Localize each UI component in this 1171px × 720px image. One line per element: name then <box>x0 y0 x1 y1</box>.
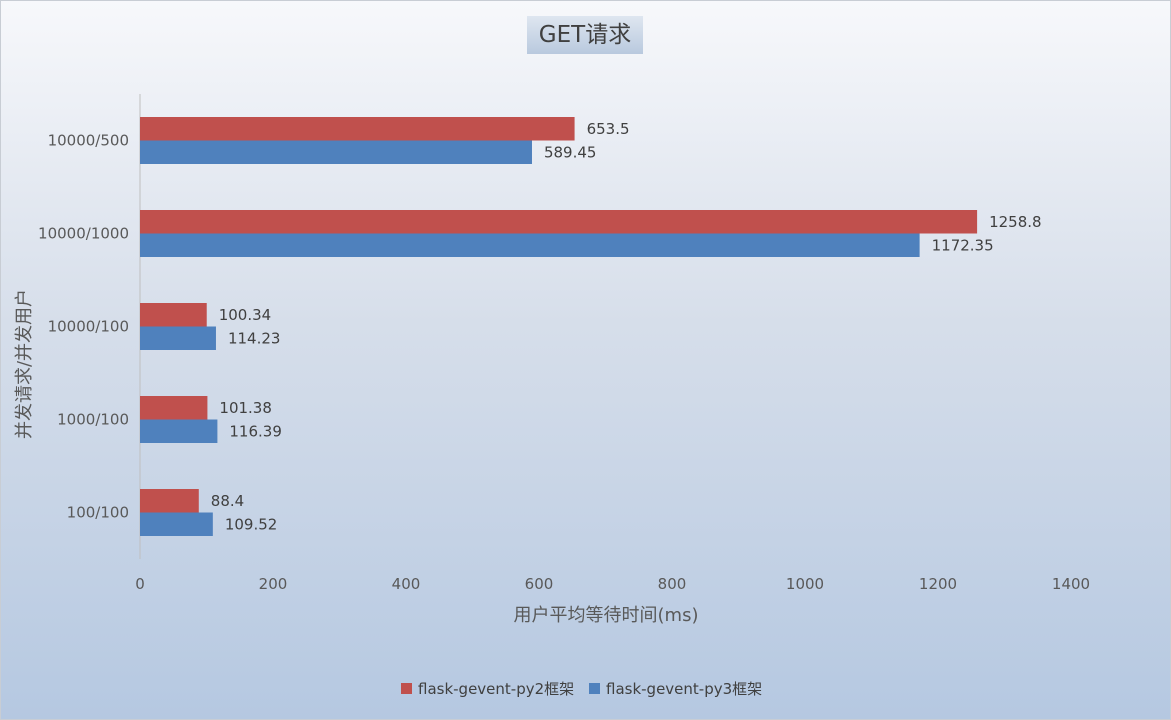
bar-py2 <box>140 210 978 234</box>
bar-py3 <box>140 140 532 164</box>
bar-py2 <box>140 303 207 327</box>
x-tick-label: 200 <box>259 575 288 593</box>
chart-title: GET请求 <box>538 22 632 48</box>
x-tick-label: 400 <box>392 575 421 593</box>
x-tick-label: 1400 <box>1052 575 1090 593</box>
x-tick-label: 1200 <box>919 575 957 593</box>
bar-py2 <box>140 396 208 420</box>
bar-py3 <box>140 512 213 536</box>
legend-label: flask-gevent-py3框架 <box>606 680 762 698</box>
data-label: 116.39 <box>229 422 282 440</box>
x-tick-label: 0 <box>135 575 145 593</box>
x-tick-label: 800 <box>658 575 687 593</box>
x-axis-title: 用户平均等待时间(ms) <box>514 605 699 626</box>
y-tick-label: 10000/100 <box>48 318 129 336</box>
legend-swatch <box>401 683 412 694</box>
data-label: 88.4 <box>211 492 244 510</box>
bar-py2 <box>140 489 199 513</box>
y-tick-label: 10000/500 <box>48 132 129 150</box>
y-tick-label: 1000/100 <box>57 411 129 429</box>
data-label: 589.45 <box>544 143 597 161</box>
x-tick-label: 600 <box>525 575 554 593</box>
bar-py3 <box>140 326 216 350</box>
y-tick-label: 100/100 <box>67 504 129 522</box>
y-tick-label: 10000/1000 <box>38 225 129 243</box>
y-axis-title: 并发请求/并发用户 <box>14 289 35 439</box>
bar-py2 <box>140 117 575 141</box>
data-label: 1258.8 <box>989 213 1042 231</box>
bar-py3 <box>140 419 218 443</box>
data-label: 114.23 <box>228 329 281 347</box>
data-label: 653.5 <box>587 120 630 138</box>
data-label: 101.38 <box>219 399 272 417</box>
legend-swatch <box>589 683 600 694</box>
legend-label: flask-gevent-py2框架 <box>418 680 574 698</box>
data-label: 1172.35 <box>932 236 994 254</box>
data-label: 109.52 <box>225 515 278 533</box>
x-tick-label: 1000 <box>786 575 824 593</box>
data-label: 100.34 <box>219 306 272 324</box>
chart-title-box: GET请求 <box>527 16 643 54</box>
bar-py3 <box>140 233 920 257</box>
